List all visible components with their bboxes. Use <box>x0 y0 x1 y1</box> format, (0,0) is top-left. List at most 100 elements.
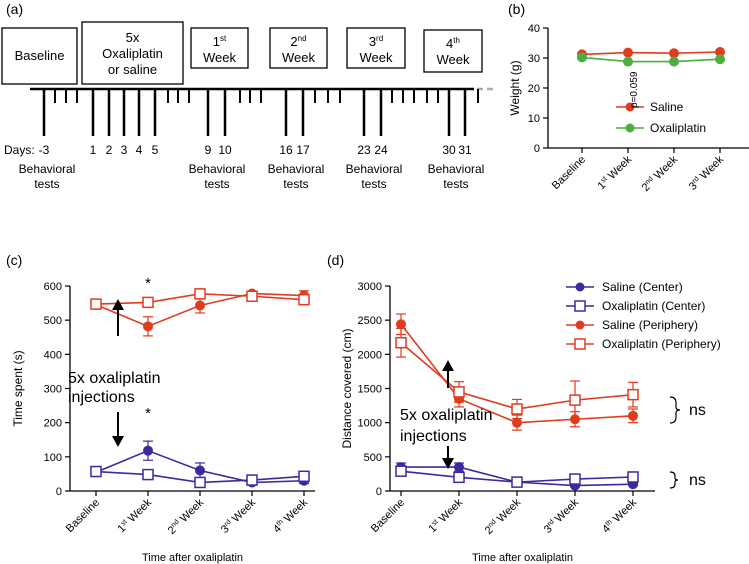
y-tick-label: 2500 <box>358 315 382 327</box>
x-tick-label: 4th Week <box>270 496 310 536</box>
x-tick-label-sup: nd <box>169 518 180 529</box>
y-tick-label: 500 <box>364 452 382 464</box>
x-tick-label-suffix: Week <box>176 496 207 527</box>
timeline-box-label: Week <box>203 50 236 65</box>
legend-marker <box>574 300 586 312</box>
arrow-down-head <box>112 436 124 447</box>
data-point <box>143 445 153 456</box>
timeline-box-label: Baseline <box>15 48 65 63</box>
x-tick-label-sup: rd <box>546 518 556 528</box>
x-tick-label-sup: nd <box>643 175 654 186</box>
behavioral-tests-label: Behavioral <box>428 162 485 176</box>
arrow-down-head <box>442 458 454 469</box>
x-tick-label: 1st Week <box>426 496 466 536</box>
x-tick-label-suffix: Week <box>493 496 524 527</box>
x-tick-label-sup: rd <box>691 175 701 185</box>
y-tick-label: 400 <box>44 349 62 361</box>
day-label: 2 <box>106 143 113 157</box>
data-point <box>569 394 581 406</box>
x-tick-label: Baseline <box>64 497 102 535</box>
day-label: 4 <box>136 143 143 157</box>
data-point <box>669 48 679 59</box>
day-label: 17 <box>296 143 310 157</box>
data-point <box>143 321 153 332</box>
y-tick-label: 600 <box>44 281 62 293</box>
x-tick-label: 2nd Week <box>482 496 523 537</box>
data-point <box>715 54 725 65</box>
arrow-up-head <box>112 299 124 310</box>
y-tick-label: 1500 <box>358 384 382 396</box>
behavioral-tests-label: tests <box>34 177 59 191</box>
panel-label-b: (b) <box>508 1 525 17</box>
timeline-box-label: or saline <box>108 62 157 77</box>
day-label: 3 <box>121 143 128 157</box>
arrow-up-head <box>442 360 454 371</box>
x-tick-label-sup: st <box>430 518 440 528</box>
data-point <box>511 403 523 415</box>
legend-label: Oxaliplatin (Periphery) <box>602 337 721 351</box>
timeline-box-label: 2nd <box>290 34 306 49</box>
legend-marker <box>575 320 585 330</box>
y-tick-label: 500 <box>44 315 62 327</box>
x-tick-label: 1st Week <box>595 153 635 193</box>
behavioral-tests-label: tests <box>443 177 468 191</box>
data-point <box>395 465 407 477</box>
legend-label: Saline (Center) <box>602 280 683 294</box>
p-value-annotation: p=0.059 <box>629 71 640 108</box>
timeline-box-treatment <box>81 21 184 85</box>
timeline-box-label: Week <box>282 50 315 65</box>
day-label: 16 <box>279 143 293 157</box>
x-tick-label-sup: st <box>599 175 609 185</box>
data-point <box>142 296 154 309</box>
y-tick-label: 0 <box>56 486 62 498</box>
panel-label-c: (c) <box>6 252 22 268</box>
x-tick-label-suffix: Week <box>650 153 681 184</box>
data-point <box>454 462 464 473</box>
chart-distance: 0 500 1000 1500 2000 2500 3000 Baseline 1st Week… <box>340 280 721 564</box>
timeline-box-label: 5x <box>126 30 140 45</box>
legend-label: Saline <box>650 100 684 114</box>
x-tick-label: 2nd Week <box>165 496 206 537</box>
injections-annotation-line2: injections <box>400 428 467 445</box>
day-label: 31 <box>458 143 472 157</box>
x-tick-label-sup: th <box>604 518 614 528</box>
data-point <box>195 465 205 476</box>
data-point <box>246 474 258 486</box>
behavioral-tests-label: Behavioral <box>346 162 403 176</box>
behavioral-tests-label: Behavioral <box>268 162 325 176</box>
series-line <box>581 51 721 56</box>
timeline-box-label: Week <box>360 50 393 65</box>
day-label: 1 <box>90 143 97 157</box>
behavioral-tests-label: Behavioral <box>19 162 76 176</box>
data-point <box>453 386 465 398</box>
legend-label: Saline (Periphery) <box>602 318 698 332</box>
x-tick-label-suffix: Week <box>696 153 727 184</box>
behavioral-tests-label: tests <box>204 177 229 191</box>
data-point <box>669 56 679 67</box>
y-tick-label: 300 <box>44 384 62 396</box>
legend-marker <box>574 338 586 350</box>
data-point <box>194 288 206 300</box>
data-point <box>623 47 633 58</box>
timeline-diagram: Baseline 5x Oxaliplatin or saline 1st We… <box>1 21 496 191</box>
x-tick-label-main: Baseline <box>369 497 407 535</box>
y-tick-label: 20 <box>528 83 540 95</box>
data-point <box>569 473 581 485</box>
data-point <box>142 468 154 481</box>
behavioral-tests-label: tests <box>283 177 308 191</box>
x-tick-label-sup: st <box>119 518 129 528</box>
y-axis-label: Time spent (s) <box>11 350 25 426</box>
day-label: 5 <box>152 143 159 157</box>
injections-annotation-line1: 5x oxaliplatin <box>68 370 161 387</box>
x-tick-label: 3rd Week <box>218 496 258 536</box>
behavioral-tests-label: Behavioral <box>189 162 246 176</box>
y-tick-label: 3000 <box>358 281 382 293</box>
timeline-box-label: 4th <box>446 36 460 51</box>
data-point <box>298 470 310 483</box>
data-point <box>90 465 102 478</box>
timeline-box-week2 <box>269 27 328 69</box>
x-tick-label: 2nd Week <box>639 153 680 194</box>
panel-label-d: (d) <box>327 252 344 268</box>
y-tick-label: 2000 <box>358 349 382 361</box>
